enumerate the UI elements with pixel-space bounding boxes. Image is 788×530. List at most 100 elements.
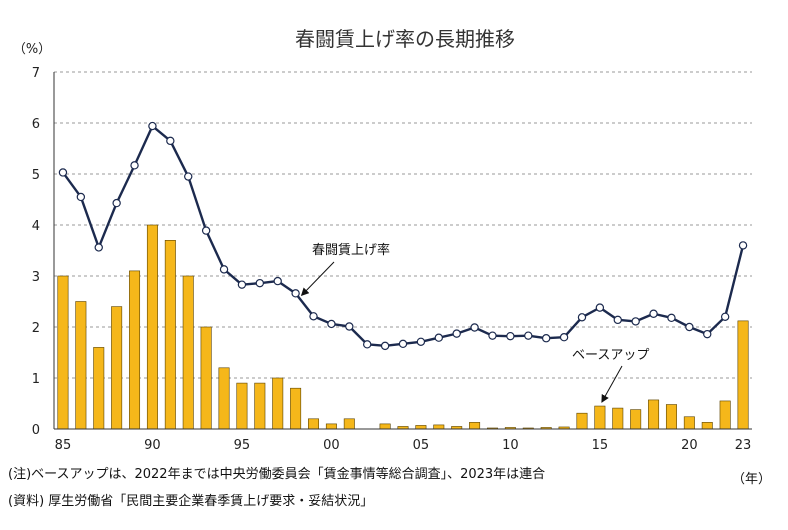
point-1998: [291, 289, 300, 298]
point-2023: [738, 241, 748, 250]
point-1994: [219, 265, 229, 274]
bar-2001: [343, 418, 355, 430]
point-1996: [255, 278, 265, 288]
bar-annotation-arrow: [601, 365, 623, 403]
point-2009: [488, 331, 497, 340]
point-2018: [649, 309, 658, 318]
point-2000: [327, 319, 336, 329]
axes: [53, 72, 752, 430]
point-2007: [452, 329, 461, 338]
point-2019: [667, 313, 676, 323]
point-2010: [506, 331, 515, 341]
line-annotation-arrow: [300, 261, 335, 297]
y-tick-3: 3: [32, 270, 40, 285]
point-1989: [130, 161, 139, 170]
point-1985: [58, 168, 68, 177]
bar-1995: [236, 382, 248, 430]
point-2016: [613, 315, 622, 325]
y-tick-5: 5: [32, 168, 40, 183]
point-1993: [201, 226, 211, 235]
x-tick-05: 05: [413, 438, 430, 453]
bar-2005: [415, 425, 427, 430]
point-1990: [148, 121, 157, 131]
point-2004: [398, 339, 408, 349]
y-tick-4: 4: [32, 219, 40, 234]
point-2022: [720, 312, 730, 321]
x-tick-10: 10: [502, 438, 519, 453]
bar-series-annotation: ベースアップ: [572, 348, 649, 363]
bar-2023: [737, 320, 749, 430]
bar-2020: [683, 416, 695, 430]
bar-1985: [57, 275, 69, 430]
point-2008: [470, 323, 479, 332]
x-tick-85: 85: [55, 438, 72, 453]
bar-2008: [469, 422, 481, 430]
y-tick-7: 7: [32, 66, 40, 81]
bar-2017: [630, 409, 642, 430]
bar-1993: [200, 326, 212, 430]
bar-1989: [129, 270, 141, 430]
bar-2021: [701, 422, 713, 430]
point-2011: [524, 331, 533, 340]
bar-1999: [308, 418, 320, 430]
bar-1992: [182, 275, 194, 430]
x-tick-20: 20: [681, 438, 698, 453]
y-tick-6: 6: [32, 117, 40, 132]
line-series-annotation: 春闘賃上げ率: [312, 242, 390, 258]
point-2001: [345, 322, 354, 331]
point-1987: [94, 243, 103, 252]
point-2015: [595, 303, 605, 312]
y-tick-0: 0: [32, 423, 40, 438]
point-2020: [685, 322, 694, 332]
bar-2015: [594, 405, 606, 430]
bar-1987: [93, 347, 105, 430]
wage-increase-line: [58, 121, 748, 351]
point-1988: [112, 198, 121, 208]
bar-1994: [218, 367, 230, 430]
point-2012: [541, 334, 551, 343]
point-2002: [363, 340, 372, 349]
point-1995: [237, 280, 247, 289]
point-1986: [76, 192, 86, 202]
x-tick-90: 90: [144, 438, 161, 453]
point-2014: [577, 313, 587, 322]
bar-2016: [612, 407, 624, 430]
bar-2000: [325, 423, 337, 430]
point-2017: [631, 317, 640, 326]
x-tick-00: 00: [323, 438, 340, 453]
point-2021: [703, 329, 712, 339]
y-axis-label: （%）: [13, 42, 51, 57]
point-1997: [273, 276, 282, 286]
note-source-definition: (注)ベースアップは、2022年までは中央労働委員会「賃金事情等総合調査」、20…: [8, 467, 546, 482]
bar-2018: [648, 399, 660, 430]
y-tick-1: 1: [32, 372, 40, 387]
point-2013: [559, 333, 569, 342]
bar-1986: [75, 301, 87, 430]
bar-2003: [379, 423, 391, 430]
x-tick-95: 95: [234, 438, 251, 453]
bar-1991: [164, 240, 176, 430]
bar-1998: [290, 387, 302, 430]
bar-2019: [665, 404, 677, 430]
point-1992: [184, 172, 193, 181]
bar-1996: [254, 382, 266, 430]
note-data-source: (資料) 厚生労働省「民間主要企業春季賃上げ要求・妥結状況」: [8, 494, 374, 509]
bar-1988: [111, 306, 123, 430]
gridlines: [54, 71, 752, 379]
point-2003: [380, 341, 390, 351]
bar-2022: [719, 400, 731, 430]
x-tick-23: 23: [735, 438, 752, 453]
bar-1997: [272, 377, 284, 430]
x-tick-15: 15: [592, 438, 609, 453]
point-1991: [166, 136, 175, 146]
bar-1990: [146, 224, 158, 430]
bar-2006: [433, 424, 445, 430]
x-axis-unit-label: （年）: [732, 472, 772, 487]
y-tick-2: 2: [32, 321, 40, 336]
chart-title: 春闘賃上げ率の長期推移: [295, 27, 515, 51]
point-2006: [434, 333, 443, 342]
bar-2014: [576, 412, 588, 430]
point-2005: [416, 337, 426, 346]
